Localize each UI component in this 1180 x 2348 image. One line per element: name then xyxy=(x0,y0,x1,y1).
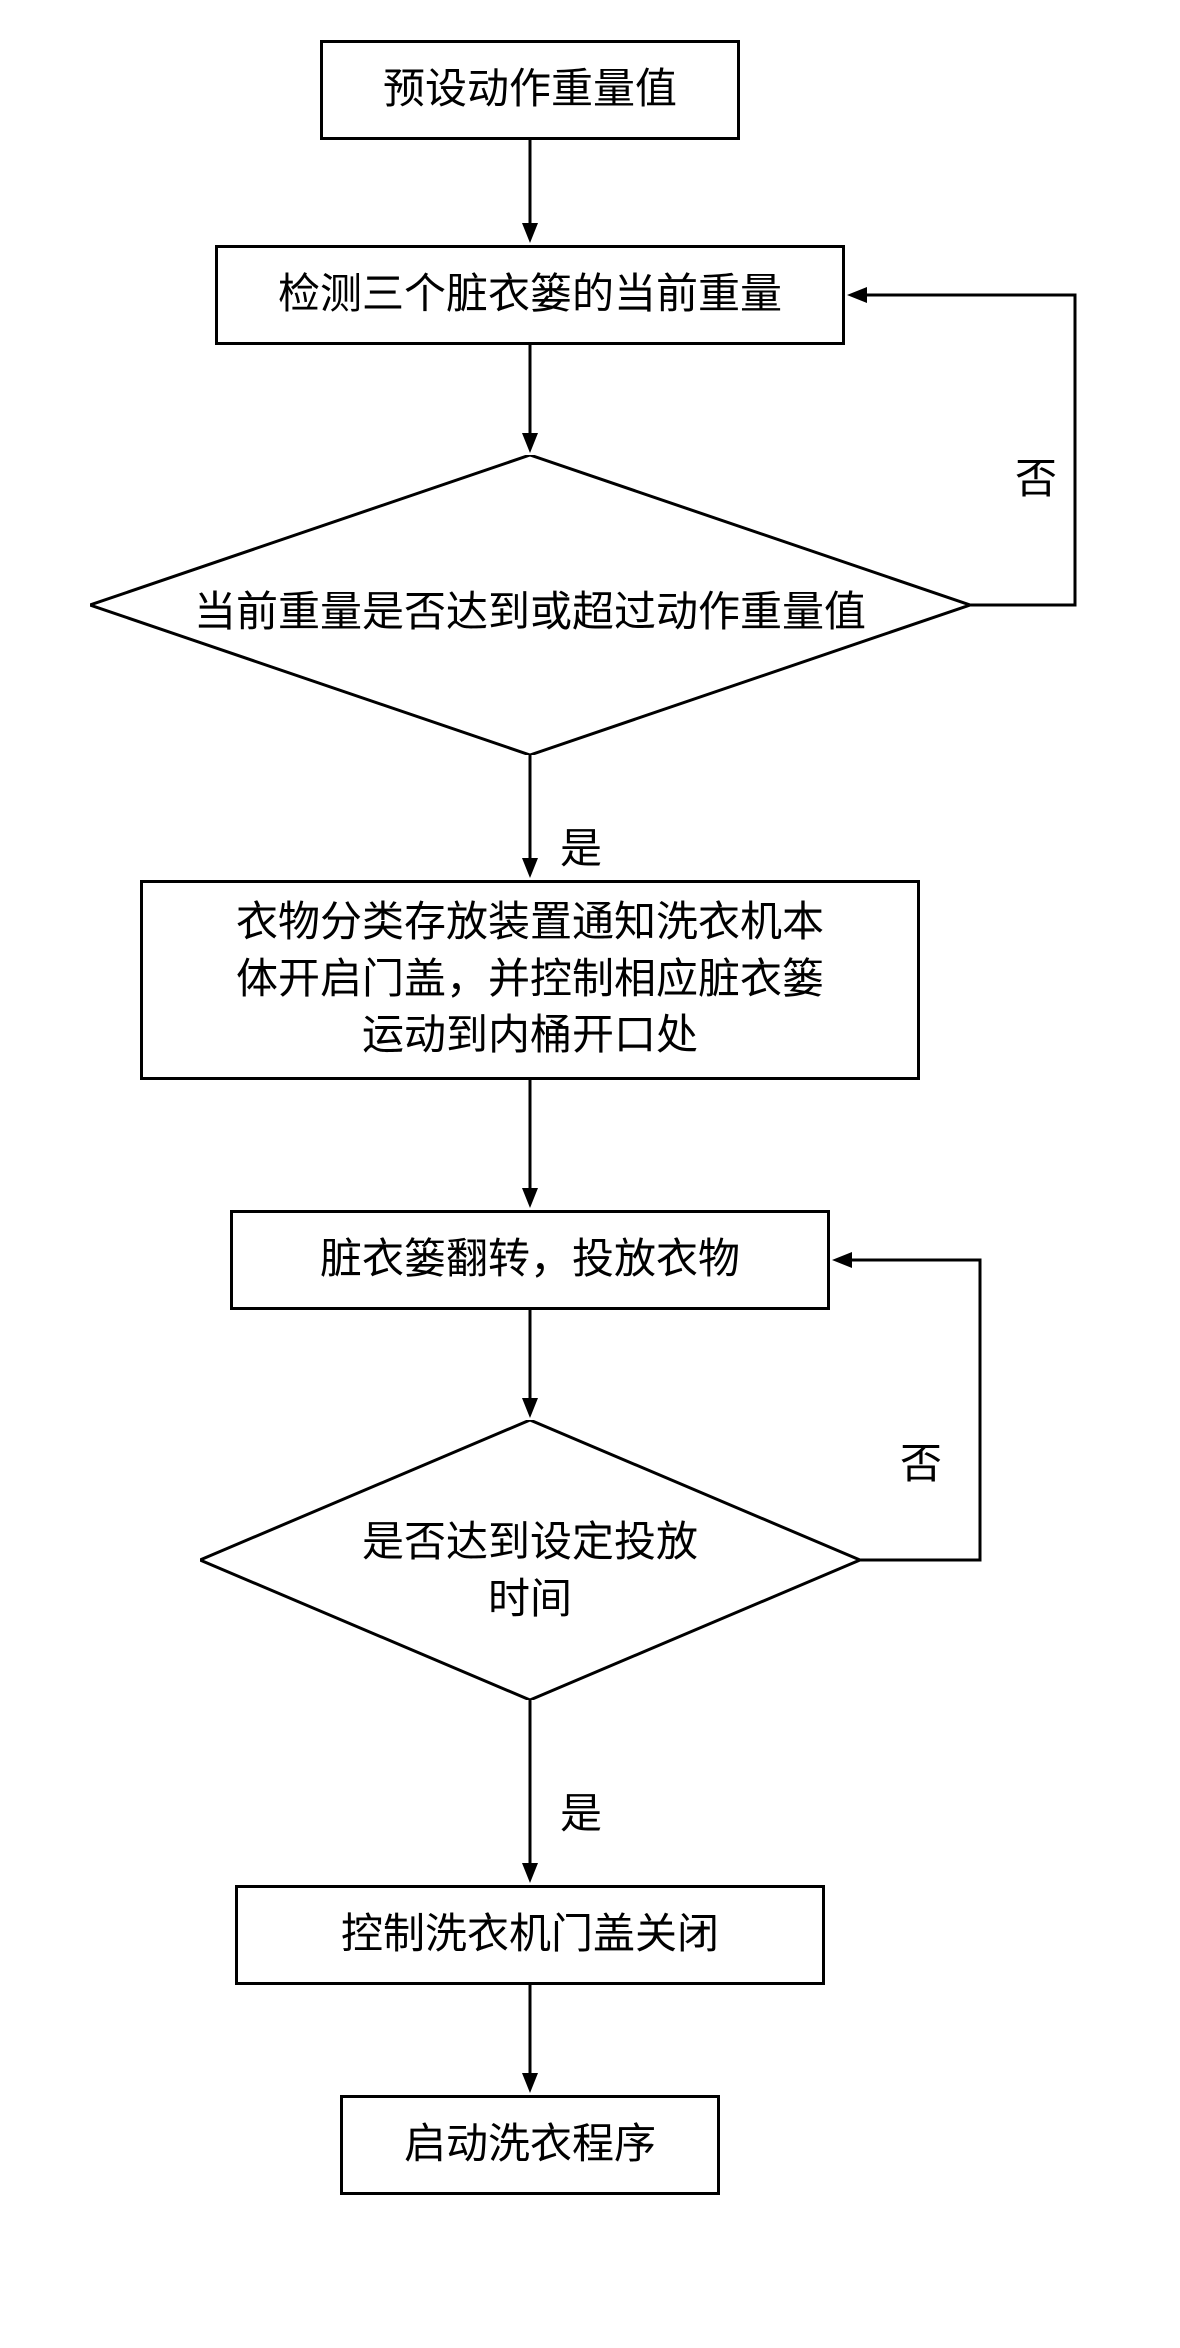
node-n4: 衣物分类存放装置通知洗衣机本体开启门盖，并控制相应脏衣篓运动到内桶开口处 xyxy=(140,880,920,1080)
node-n2: 检测三个脏衣篓的当前重量 xyxy=(215,245,845,345)
edge-label-n3-n2: 否 xyxy=(1015,445,1057,506)
node-n5-label: 脏衣篓翻转，投放衣物 xyxy=(320,1232,740,1289)
node-n7-label: 控制洗衣机门盖关闭 xyxy=(341,1907,719,1964)
node-n8-label: 启动洗衣程序 xyxy=(404,2117,656,2174)
node-n1: 预设动作重量值 xyxy=(320,40,740,140)
flowchart-edges xyxy=(0,0,1180,2348)
node-n1-label: 预设动作重量值 xyxy=(383,62,677,119)
node-n8: 启动洗衣程序 xyxy=(340,2095,720,2195)
node-n3: 当前重量是否达到或超过动作重量值 xyxy=(90,455,970,755)
node-n6: 是否达到设定投放时间 xyxy=(200,1420,860,1700)
edge-label-n6-n7: 是 xyxy=(560,1780,602,1841)
node-n5: 脏衣篓翻转，投放衣物 xyxy=(230,1210,830,1310)
node-n3-label: 当前重量是否达到或超过动作重量值 xyxy=(90,585,970,642)
node-n6-label: 是否达到设定投放时间 xyxy=(200,1515,860,1628)
edge-label-n6-n5: 否 xyxy=(900,1430,942,1491)
edge-label-n3-n4: 是 xyxy=(560,815,602,876)
node-n7: 控制洗衣机门盖关闭 xyxy=(235,1885,825,1985)
node-n4-label: 衣物分类存放装置通知洗衣机本体开启门盖，并控制相应脏衣篓运动到内桶开口处 xyxy=(236,895,824,1065)
node-n2-label: 检测三个脏衣篓的当前重量 xyxy=(278,267,782,324)
flowchart-canvas: 预设动作重量值检测三个脏衣篓的当前重量当前重量是否达到或超过动作重量值衣物分类存… xyxy=(0,0,1180,2348)
